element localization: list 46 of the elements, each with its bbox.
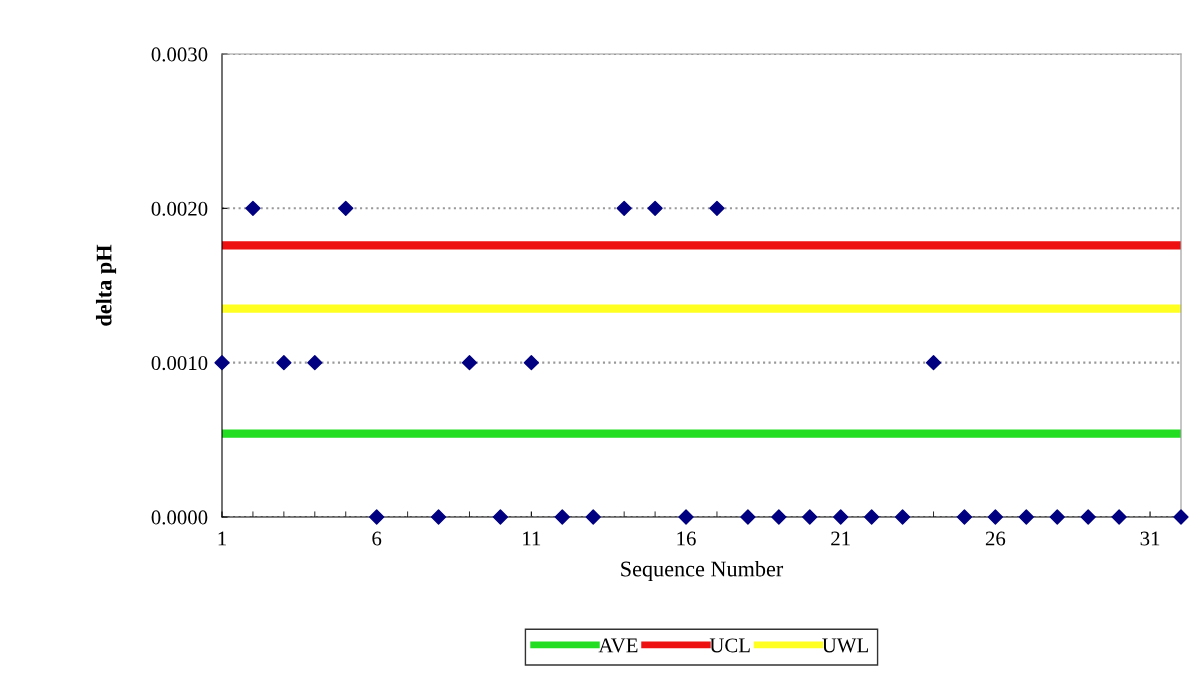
x-tick-label: 26 xyxy=(985,531,1006,546)
point xyxy=(802,509,818,525)
point xyxy=(925,355,942,371)
x-tick-label: 31 xyxy=(1140,531,1160,546)
point xyxy=(1018,509,1034,525)
point xyxy=(709,200,725,216)
point xyxy=(894,509,911,525)
point xyxy=(245,200,261,216)
point xyxy=(864,509,880,525)
point xyxy=(1173,509,1189,525)
x-tick-label: 6 xyxy=(372,531,382,546)
point xyxy=(1080,509,1096,525)
point xyxy=(461,355,478,371)
x-tick-label: 1 xyxy=(218,531,226,546)
point xyxy=(616,200,632,216)
point xyxy=(771,509,787,525)
point xyxy=(678,509,694,525)
y-tick-label: 0.0010 xyxy=(151,356,208,371)
point xyxy=(492,509,509,525)
point xyxy=(956,509,973,525)
x-axis-title: Sequence Number xyxy=(621,560,784,582)
point xyxy=(369,509,385,525)
point xyxy=(276,355,292,371)
y-tick-label: 0.0020 xyxy=(151,201,208,216)
point xyxy=(430,509,447,525)
point xyxy=(554,509,570,525)
point xyxy=(338,200,354,216)
point xyxy=(1111,509,1127,525)
x-tick-label: 11 xyxy=(523,531,541,546)
y-axis-title: delta pH xyxy=(95,244,117,326)
y-tick-label: 0.0000 xyxy=(151,510,208,525)
point xyxy=(647,200,663,216)
legend-label: UWL xyxy=(822,638,868,653)
point xyxy=(1049,509,1065,525)
point xyxy=(523,355,539,371)
legend-label: UCL xyxy=(709,638,750,653)
x-tick-label: 21 xyxy=(831,531,850,546)
legend-label: AVE xyxy=(598,638,638,653)
point xyxy=(833,509,849,525)
point xyxy=(740,509,756,525)
point xyxy=(214,355,230,371)
x-tick-label: 16 xyxy=(677,531,696,546)
point xyxy=(987,509,1004,525)
y-tick-label: 0.0030 xyxy=(151,47,208,62)
point xyxy=(307,355,323,371)
point xyxy=(585,509,601,525)
